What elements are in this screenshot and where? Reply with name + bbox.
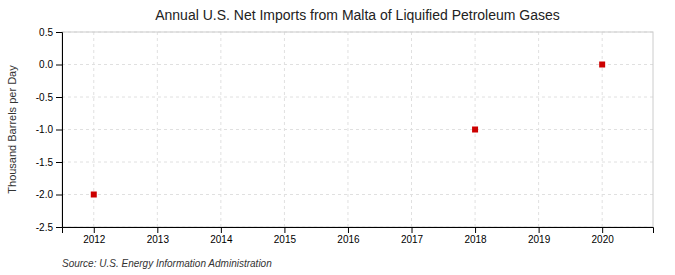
tick-label: 2017 bbox=[401, 234, 424, 245]
tick-mark bbox=[602, 227, 603, 233]
grid-line bbox=[62, 64, 653, 65]
grid-line bbox=[62, 129, 653, 130]
tick-mark bbox=[56, 97, 62, 98]
tick-label: -0.5 bbox=[36, 92, 54, 103]
tick-mark bbox=[56, 65, 62, 66]
tick-label: 2016 bbox=[337, 234, 360, 245]
tick-mark bbox=[539, 227, 540, 233]
tick: -1.0 bbox=[36, 124, 62, 135]
grid bbox=[62, 32, 653, 227]
x-axis: 2012 2013 2014 2015 2016 2017 2018 2019 2020 bbox=[63, 227, 654, 245]
tick: 2020 bbox=[592, 227, 615, 245]
tick-label: 2013 bbox=[147, 234, 170, 245]
axis-line bbox=[63, 228, 654, 234]
tick: 2017 bbox=[401, 227, 424, 245]
tick: 2018 bbox=[464, 227, 487, 245]
source: Source: U.S. Energy Information Administ… bbox=[62, 258, 272, 269]
tick-mark bbox=[475, 227, 476, 233]
tick-label: 2019 bbox=[528, 234, 551, 245]
grid-line bbox=[538, 32, 539, 227]
points bbox=[91, 62, 605, 198]
tick-mark bbox=[348, 227, 349, 233]
title: Annual U.S. Net Imports from Malta of Li… bbox=[155, 7, 560, 23]
grid-line bbox=[93, 32, 94, 227]
tick: -1.5 bbox=[36, 157, 62, 168]
grid-line bbox=[62, 162, 653, 163]
tick-mark bbox=[94, 227, 95, 233]
tick-label: -1.0 bbox=[36, 124, 54, 135]
tick-label: 0.5 bbox=[39, 27, 53, 38]
tick: 2019 bbox=[528, 227, 551, 245]
tick: 2013 bbox=[147, 227, 170, 245]
tick: -2.0 bbox=[36, 189, 62, 200]
tick: 2015 bbox=[274, 227, 297, 245]
point bbox=[599, 62, 605, 68]
axis-line bbox=[56, 33, 63, 228]
grid-line bbox=[602, 32, 603, 227]
tick-label: -1.5 bbox=[36, 157, 54, 168]
grid-line bbox=[347, 32, 348, 227]
point bbox=[91, 192, 97, 198]
y-axis: 0.5 0.0 -0.5 -1.0 -1.5 -2.0 -2.5 bbox=[36, 27, 63, 233]
chart: 2012201320142015201620172018201920200.50… bbox=[0, 0, 675, 275]
tick: 0.5 bbox=[39, 27, 62, 38]
tick-label: 2015 bbox=[274, 234, 297, 245]
tick-mark bbox=[157, 227, 158, 233]
plot-frame bbox=[62, 32, 653, 227]
tick-mark bbox=[56, 227, 62, 228]
grid-line bbox=[62, 194, 653, 195]
tick-label: 2012 bbox=[83, 234, 106, 245]
tick-mark bbox=[56, 32, 62, 33]
tick-label: -2.0 bbox=[36, 189, 54, 200]
tick-label: 2018 bbox=[464, 234, 487, 245]
tick-label: -2.5 bbox=[36, 222, 54, 233]
tick: -0.5 bbox=[36, 92, 62, 103]
tick-mark bbox=[221, 227, 222, 233]
y-axis-title: Thousand Barrels per Day bbox=[6, 65, 18, 194]
grid-line bbox=[62, 97, 653, 98]
tick-mark bbox=[56, 130, 62, 131]
tick: 2016 bbox=[337, 227, 360, 245]
tick-mark bbox=[56, 162, 62, 163]
tick-label: 2014 bbox=[210, 234, 233, 245]
tick-label: 2020 bbox=[592, 234, 615, 245]
tick-label: 0.0 bbox=[39, 59, 53, 70]
tick: 0.0 bbox=[39, 59, 62, 70]
tick: 2012 bbox=[83, 227, 106, 245]
plot-area: 2012201320142015201620172018201920200.50… bbox=[36, 27, 654, 245]
grid-line bbox=[157, 32, 158, 227]
tick: 2014 bbox=[210, 227, 233, 245]
tick-mark bbox=[56, 195, 62, 196]
grid-line bbox=[220, 32, 221, 227]
grid-line bbox=[411, 32, 412, 227]
grid-line bbox=[284, 32, 285, 227]
tick-mark bbox=[412, 227, 413, 233]
point bbox=[472, 127, 478, 133]
tick-mark bbox=[284, 227, 285, 233]
tick: -2.5 bbox=[36, 222, 62, 233]
